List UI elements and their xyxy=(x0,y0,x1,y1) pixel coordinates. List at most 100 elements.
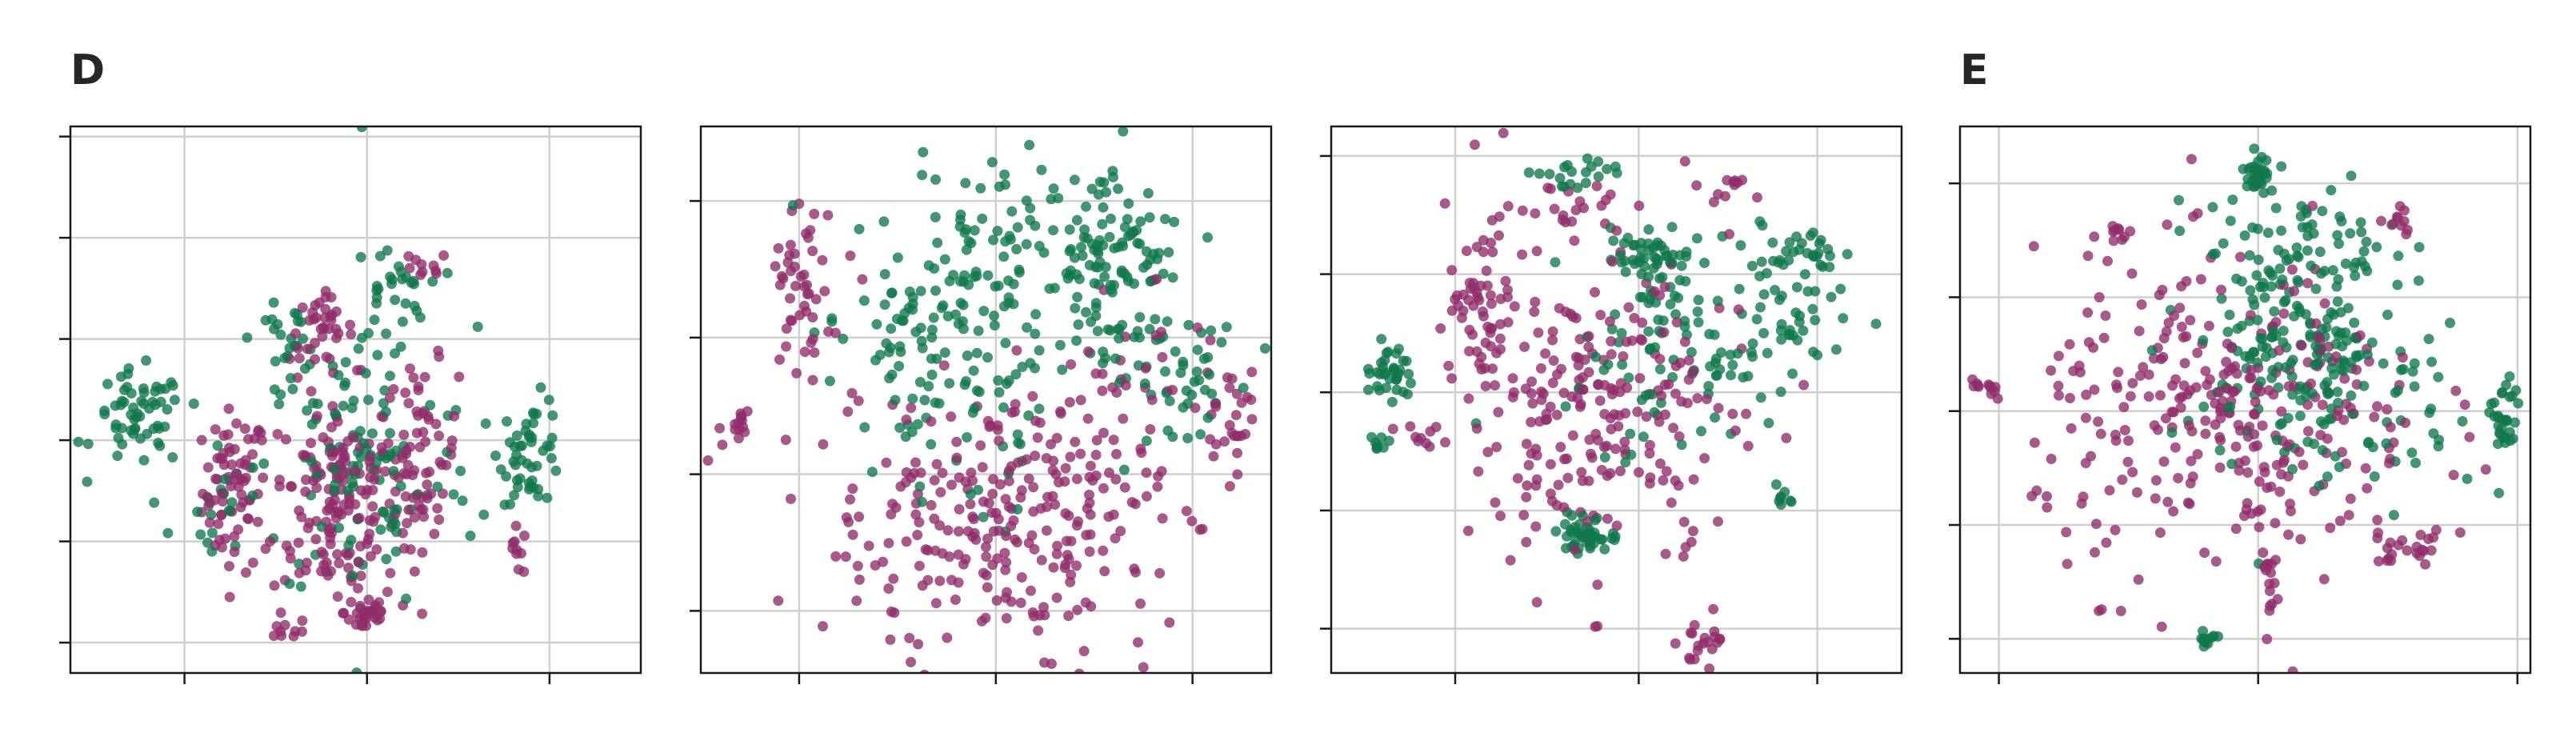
scatter-point xyxy=(2089,384,2100,395)
scatter-point xyxy=(1618,238,1630,249)
scatter-point xyxy=(297,615,308,627)
scatter-point xyxy=(2239,230,2250,241)
scatter-point xyxy=(141,355,152,366)
scatter-point xyxy=(2268,389,2279,400)
scatter-point xyxy=(1129,278,1139,289)
scatter-point xyxy=(1003,375,1014,387)
scatter-point xyxy=(2221,356,2232,367)
scatter-point xyxy=(1644,478,1655,489)
scatter-point xyxy=(1048,562,1059,573)
scatter-point xyxy=(1569,235,1580,246)
scatter-point xyxy=(1798,325,1809,336)
scatter-point xyxy=(550,465,562,476)
scatter-point xyxy=(1122,214,1133,225)
scatter-point xyxy=(2081,389,2092,400)
scatter-point xyxy=(1540,348,1551,359)
scatter-point xyxy=(2454,527,2466,538)
scatter-point xyxy=(822,210,834,221)
scatter-point xyxy=(329,485,340,496)
scatter-point xyxy=(1655,240,1666,251)
scatter-point xyxy=(954,503,965,515)
scatter-point xyxy=(2251,270,2262,281)
scatter-point xyxy=(1638,431,1649,443)
scatter-point xyxy=(781,341,792,352)
scatter-point xyxy=(1138,662,1149,673)
scatter-point xyxy=(229,443,240,455)
scatter-point xyxy=(2093,416,2104,427)
scatter-point xyxy=(915,286,926,297)
scatter-point xyxy=(1526,376,1538,387)
scatter-point xyxy=(2338,355,2349,366)
scatter-point xyxy=(2176,322,2187,332)
scatter-point xyxy=(2254,522,2265,533)
scatter-point xyxy=(206,527,218,539)
scatter-point xyxy=(907,298,918,310)
scatter-point xyxy=(294,353,305,364)
scatter-point xyxy=(970,534,982,545)
scatter-point xyxy=(1198,353,1210,364)
scatter-point xyxy=(2306,260,2317,271)
scatter-point xyxy=(2207,249,2218,259)
scatter-point xyxy=(1139,379,1150,389)
scatter-point xyxy=(1160,214,1170,225)
scatter-point xyxy=(1167,384,1178,395)
scatter-point xyxy=(310,312,322,323)
scatter-point xyxy=(1781,432,1792,443)
scatter-point xyxy=(226,497,238,508)
scatter-point xyxy=(790,280,801,291)
scatter-point xyxy=(1430,422,1442,433)
scatter-point xyxy=(1098,202,1109,213)
scatter-point xyxy=(1842,249,1853,260)
scatter-point xyxy=(1663,379,1674,390)
scatter-point xyxy=(926,369,938,380)
scatter-point xyxy=(2289,286,2300,297)
scatter-point xyxy=(159,421,170,432)
scatter-point xyxy=(2090,519,2102,530)
scatter-point xyxy=(2162,496,2174,507)
scatter-point xyxy=(1588,538,1599,549)
scatter-point xyxy=(2362,483,2373,494)
scatter-point xyxy=(1134,311,1146,322)
scatter-point xyxy=(1784,237,1795,248)
scatter-point xyxy=(1733,304,1744,315)
scatter-point xyxy=(347,571,358,581)
scatter-point xyxy=(2231,368,2242,379)
scatter-point xyxy=(2309,439,2320,450)
scatter-point xyxy=(2249,408,2259,419)
scatter-point xyxy=(290,626,301,637)
scatter-point xyxy=(1478,246,1489,258)
scatter-point xyxy=(432,503,443,514)
scatter-point xyxy=(2143,391,2154,402)
scatter-point xyxy=(400,298,411,309)
scatter-point xyxy=(930,285,941,296)
scatter-point xyxy=(991,595,1002,606)
scatter-point xyxy=(285,373,296,384)
scatter-point xyxy=(2396,364,2406,375)
scatter-point xyxy=(1606,349,1617,360)
scatter-point xyxy=(1182,433,1194,443)
scatter-point xyxy=(2497,387,2508,398)
scatter-point xyxy=(2181,330,2192,342)
scatter-point xyxy=(405,363,415,375)
scatter-point xyxy=(1242,391,1253,403)
scatter-point xyxy=(918,146,929,158)
scatter-point xyxy=(1713,189,1723,200)
scatter-point xyxy=(977,462,988,473)
scatter-point xyxy=(2255,504,2266,515)
scatter-point xyxy=(311,411,322,422)
scatter-point xyxy=(802,279,812,290)
scatter-point xyxy=(1071,335,1082,346)
scatter-point xyxy=(1500,275,1511,286)
scatter-point xyxy=(2433,371,2444,383)
scatter-point xyxy=(332,549,343,560)
scatter-point xyxy=(1164,617,1175,628)
scatter-point xyxy=(2334,238,2344,250)
scatter-point xyxy=(965,489,976,500)
scatter-point xyxy=(329,464,340,475)
scatter-point xyxy=(1536,395,1547,406)
scatter-point xyxy=(2295,210,2306,222)
scatter-point xyxy=(809,208,820,219)
scatter-point xyxy=(907,393,918,404)
scatter-point xyxy=(1458,305,1469,316)
scatter-point xyxy=(1670,638,1681,649)
